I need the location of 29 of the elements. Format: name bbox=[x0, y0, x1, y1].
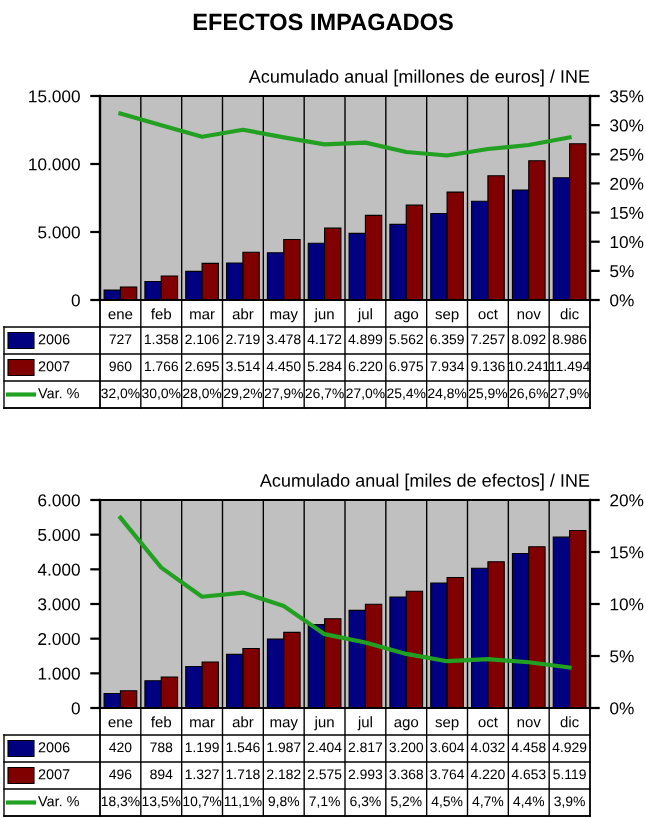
y2-tick-label: 15% bbox=[610, 546, 644, 559]
y2-tick-label: 20% bbox=[610, 177, 644, 190]
line-series bbox=[118, 515, 572, 670]
y2-tick-label: 0% bbox=[610, 702, 634, 715]
y2-tick-label: 10% bbox=[610, 598, 644, 611]
y-tick-label: 3.000 bbox=[38, 598, 80, 611]
y-tick-label: 5.000 bbox=[38, 226, 80, 239]
y2-tick-label: 25% bbox=[610, 148, 644, 161]
y-tick-label: 0 bbox=[71, 702, 80, 715]
chart-subtitle: Acumulado anual [miles de efectos] / INE bbox=[259, 473, 590, 491]
y2-tick-label: 30% bbox=[610, 119, 644, 132]
y2-tick-label: 10% bbox=[610, 235, 644, 249]
y2-tick-label: 5% bbox=[610, 265, 634, 278]
y-tick-label: 6.000 bbox=[38, 494, 80, 507]
y2-tick-label: 35% bbox=[610, 90, 644, 103]
y-tick-label: 4.000 bbox=[37, 563, 80, 576]
y2-tick-label: 5% bbox=[610, 650, 634, 663]
y-tick-label: 5.000 bbox=[38, 528, 80, 542]
y2-tick-label: 20% bbox=[610, 494, 644, 507]
y-tick-label: 15.000 bbox=[29, 90, 80, 103]
y2-tick-label: 15% bbox=[610, 206, 644, 219]
y-tick-label: 1.000 bbox=[38, 667, 80, 680]
y-tick-label: 2.000 bbox=[38, 632, 80, 646]
line-series bbox=[118, 111, 572, 158]
y-tick-label: 10.000 bbox=[29, 158, 80, 171]
chart-subtitle: Acumulado anual [millones de euros] / INE bbox=[248, 69, 590, 87]
chart-title: EFECTOS IMPAGADOS bbox=[193, 13, 453, 31]
y2-tick-label: 0% bbox=[610, 294, 634, 307]
y-tick-label: 0 bbox=[71, 294, 80, 307]
